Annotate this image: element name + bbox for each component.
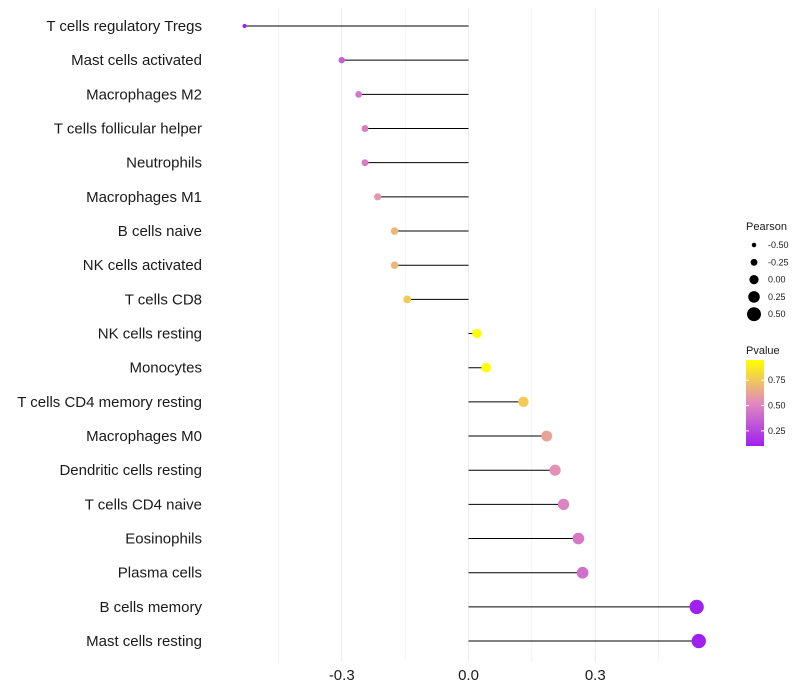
color-bar	[746, 360, 764, 446]
category-label: T cells regulatory Tregs	[46, 18, 202, 35]
category-label: Macrophages M0	[86, 428, 202, 445]
category-label: T cells CD4 memory resting	[17, 394, 202, 411]
data-point	[390, 227, 399, 235]
size-legend-key	[751, 242, 757, 248]
data-point	[361, 125, 369, 132]
category-label: B cells naive	[118, 223, 202, 240]
size-legend-label: 0.50	[768, 309, 786, 319]
category-label: Mast cells resting	[86, 633, 202, 650]
size-legend-label: -0.50	[768, 240, 789, 250]
data-point	[572, 532, 585, 545]
category-label: Neutrophils	[126, 155, 202, 172]
data-point	[481, 362, 492, 373]
size-legend-label: -0.25	[768, 257, 789, 267]
data-point	[374, 193, 382, 201]
x-tick-label: 0.0	[458, 667, 479, 684]
category-label: Plasma cells	[118, 565, 202, 582]
category-label: B cells memory	[99, 599, 202, 616]
color-legend-label: 0.50	[768, 401, 786, 411]
data-point	[338, 56, 345, 64]
data-point	[472, 328, 482, 339]
x-tick-label: 0.3	[585, 667, 606, 684]
category-label: Macrophages M1	[86, 189, 202, 206]
color-legend-title: Pvalue	[746, 345, 780, 357]
x-axis-ticks: -0.3 0.0 0.3	[329, 667, 606, 684]
data-point	[541, 430, 553, 442]
stems	[244, 25, 699, 642]
data-point	[242, 23, 247, 29]
category-label: T cells CD4 naive	[85, 496, 202, 513]
data-point	[390, 261, 399, 269]
category-labels: T cells regulatory Tregs Mast cells activ…	[17, 18, 202, 650]
size-legend-key	[749, 275, 759, 285]
data-point	[403, 295, 412, 304]
category-label: NK cells activated	[83, 257, 202, 274]
category-label: Macrophages M2	[86, 86, 202, 103]
data-point	[355, 90, 363, 98]
grid-lines	[278, 8, 659, 662]
size-legend: Pearson -0.50 -0.25 0.00 0.25 0.50	[746, 221, 789, 322]
points	[242, 23, 706, 649]
color-legend: Pvalue 0.75 0.50 0.25	[746, 345, 786, 446]
size-legend-key	[748, 291, 760, 303]
category-label: NK cells resting	[98, 326, 202, 343]
category-label: T cells follicular helper	[54, 121, 202, 138]
x-tick-label: -0.3	[329, 667, 355, 684]
color-legend-label: 0.75	[768, 375, 786, 385]
category-label: T cells CD8	[125, 291, 202, 308]
size-legend-label: 0.25	[768, 292, 786, 302]
category-label: Mast cells activated	[71, 52, 202, 69]
data-point	[549, 464, 561, 476]
category-label: Eosinophils	[125, 531, 202, 548]
category-label: Dendritic cells resting	[59, 462, 202, 479]
color-legend-label: 0.25	[768, 426, 786, 436]
size-legend-title: Pearson	[746, 221, 787, 233]
data-point	[518, 396, 529, 408]
size-legend-key	[747, 307, 761, 322]
data-point	[689, 599, 704, 615]
data-point	[576, 566, 589, 579]
data-point	[557, 498, 570, 511]
category-label: Monocytes	[129, 360, 202, 377]
size-legend-key	[750, 258, 758, 266]
data-point	[691, 633, 706, 649]
data-point	[361, 159, 369, 167]
size-legend-label: 0.00	[768, 275, 786, 285]
